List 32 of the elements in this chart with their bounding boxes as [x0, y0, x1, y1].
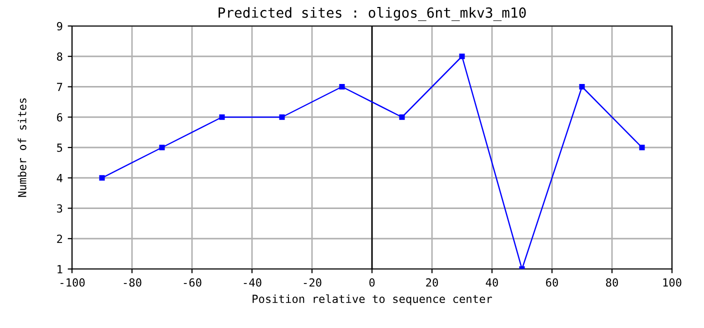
point — [639, 144, 645, 150]
y-tick-label: 2 — [57, 234, 62, 243]
x-tick-label: 80 — [606, 278, 618, 287]
x-tick-label: -80 — [124, 278, 142, 287]
point — [339, 84, 345, 90]
y-tick-label: 6 — [57, 113, 62, 122]
y-tick-label: 5 — [57, 144, 62, 152]
y-tick-label: 1 — [58, 265, 62, 274]
x-tick-label: -40 — [244, 278, 262, 287]
y-tick-label: 4 — [56, 174, 62, 182]
y-tick-label: 8 — [56, 52, 62, 61]
x-tick-label: 100 — [663, 278, 682, 287]
y-axis-title: Number of sites — [18, 98, 26, 197]
point — [279, 114, 285, 120]
x-tick-label: -20 — [304, 278, 322, 287]
x-tick-label: 60 — [546, 278, 558, 287]
x-tick-label: 20 — [426, 278, 438, 287]
x-tick-label: 40 — [486, 278, 498, 287]
point — [399, 114, 405, 120]
y-tick-label: 7 — [57, 82, 62, 91]
x-tick-label: 0 — [369, 278, 375, 287]
y-tick-label: 3 — [57, 204, 62, 213]
point — [219, 114, 225, 120]
chart-title: Predicted sites : oligos_6nt_mkv3_m10 — [218, 7, 526, 21]
point — [459, 54, 465, 60]
x-tick-label: -100 — [60, 278, 85, 287]
point — [99, 175, 105, 181]
point — [159, 144, 165, 150]
y-tick-label: 9 — [56, 22, 62, 30]
x-tick-label: -60 — [184, 278, 202, 287]
x-axis-title: Position relative to sequence center — [252, 294, 492, 306]
point — [579, 84, 585, 90]
